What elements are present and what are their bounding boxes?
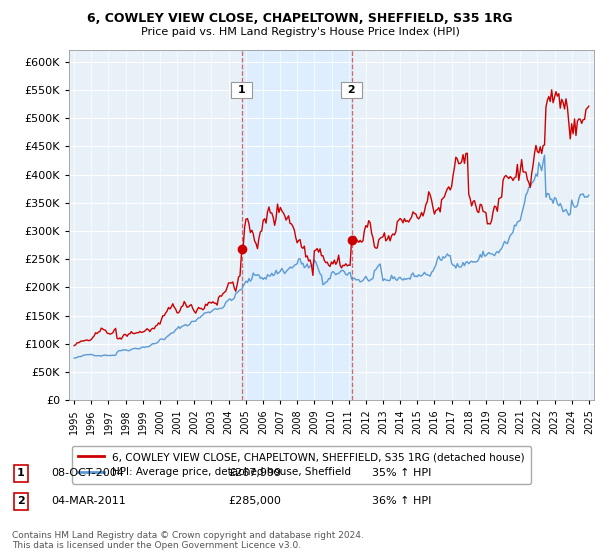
Text: 35% ↑ HPI: 35% ↑ HPI: [372, 468, 431, 478]
Text: 08-OCT-2004: 08-OCT-2004: [51, 468, 124, 478]
Text: 04-MAR-2011: 04-MAR-2011: [51, 496, 126, 506]
Bar: [242, 50, 352, 400]
Text: 1: 1: [17, 468, 25, 478]
Text: £285,000: £285,000: [228, 496, 281, 506]
Text: 6, COWLEY VIEW CLOSE, CHAPELTOWN, SHEFFIELD, S35 1RG: 6, COWLEY VIEW CLOSE, CHAPELTOWN, SHEFFI…: [87, 12, 513, 25]
Legend: 6, COWLEY VIEW CLOSE, CHAPELTOWN, SHEFFIELD, S35 1RG (detached house), HPI: Aver: 6, COWLEY VIEW CLOSE, CHAPELTOWN, SHEFFI…: [71, 446, 531, 484]
Text: 36% ↑ HPI: 36% ↑ HPI: [372, 496, 431, 506]
Text: £267,999: £267,999: [228, 468, 281, 478]
Text: Price paid vs. HM Land Registry's House Price Index (HPI): Price paid vs. HM Land Registry's House …: [140, 27, 460, 37]
Text: 2: 2: [344, 85, 359, 95]
Text: 1: 1: [234, 85, 250, 95]
Text: Contains HM Land Registry data © Crown copyright and database right 2024.
This d: Contains HM Land Registry data © Crown c…: [12, 530, 364, 550]
Text: 2: 2: [17, 496, 25, 506]
